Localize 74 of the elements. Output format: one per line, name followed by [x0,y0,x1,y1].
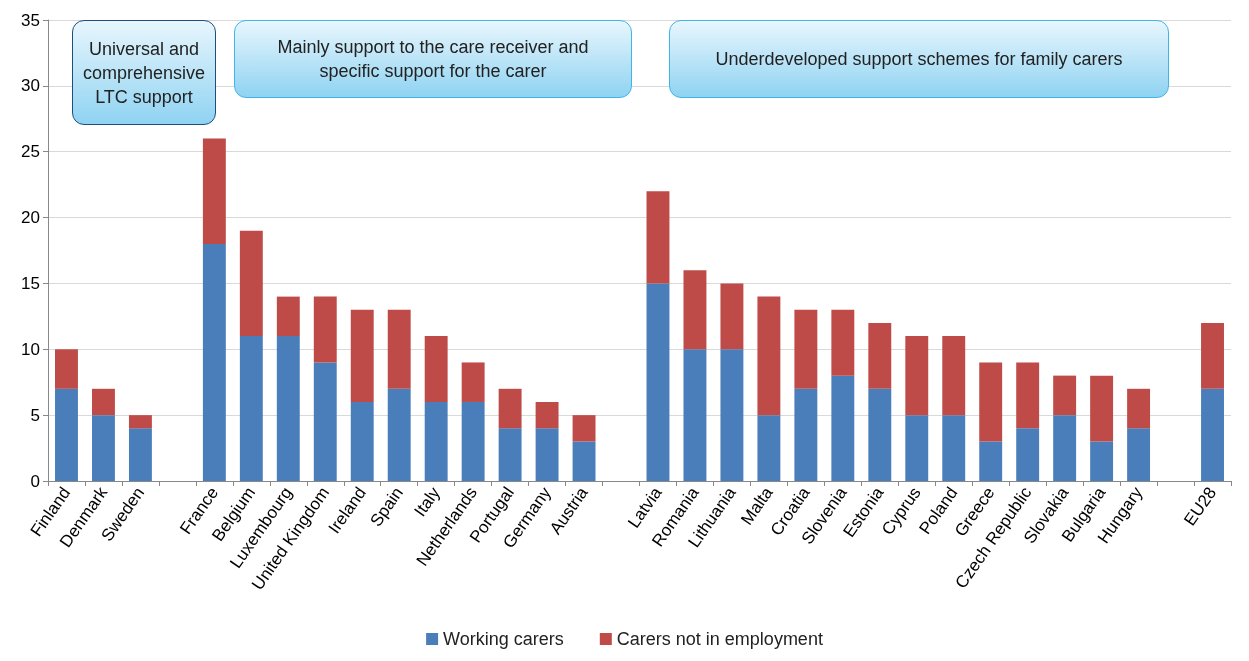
bar [905,336,929,416]
bar [498,428,522,481]
bar [646,191,670,284]
bar [757,415,781,481]
bar [942,336,966,416]
bar [1016,428,1040,481]
bar [276,296,300,337]
bar [757,296,781,416]
y-tick-label: 30 [21,76,40,96]
bar [1053,375,1077,416]
bar [387,309,411,389]
bar [1053,415,1077,481]
legend-label: Carers not in employment [616,629,823,649]
bar [868,388,892,481]
bar [350,309,374,402]
bar [683,270,707,350]
bar [461,401,485,481]
bar [350,401,374,481]
bar [239,230,263,337]
callout-box: Underdeveloped support schemes for family carers [669,20,1169,98]
bar [1127,428,1151,481]
bar [387,388,411,481]
bar [55,388,78,481]
bar [683,349,707,481]
bar [905,415,929,481]
bar [424,401,448,481]
bar [1090,441,1114,481]
y-tick-label: 25 [21,142,40,162]
bar [572,415,596,442]
bar [498,388,522,429]
bar [794,309,818,389]
y-tick-label: 20 [21,208,40,228]
bar [535,428,559,481]
bar [1127,388,1151,429]
y-tick-label: 10 [21,339,40,359]
annotation: Universal and comprehensive LTC support [81,37,207,109]
y-tick-label: 0 [30,471,40,491]
y-tick-label: 5 [30,405,40,425]
bar [424,336,448,402]
bar [831,375,855,481]
bar [831,309,855,376]
bar [720,349,744,481]
y-tick-label: 35 [21,10,40,30]
bar [276,336,300,481]
bar [239,336,263,481]
bar [313,362,337,481]
bar [1016,362,1040,429]
y-tick-label: 15 [21,273,40,293]
bar [91,415,115,481]
bar [942,415,966,481]
bar [979,362,1003,442]
bar [1090,375,1114,442]
callout-box: Universal and comprehensive LTC support [72,20,216,125]
annotation: Underdeveloped support schemes for family carers [715,48,1123,71]
bar [794,388,818,481]
bar [91,388,115,416]
bar [868,322,892,389]
bar [128,415,152,429]
bar [55,349,78,389]
bar [202,243,226,481]
callout-box: Mainly support to the care receiver and specific support for the carer [234,20,632,98]
bar [128,428,152,481]
annotation: Mainly support to the care receiver and specific support for the carer [276,36,590,83]
bar [572,441,596,481]
bar [535,401,559,429]
bar [720,283,744,350]
bar [461,362,485,402]
bar [202,138,226,244]
bar [1201,322,1224,389]
bar [646,283,670,481]
bar [1201,388,1224,481]
bar [979,441,1003,481]
legend-label: Working carers [443,629,564,649]
bar [313,296,337,363]
